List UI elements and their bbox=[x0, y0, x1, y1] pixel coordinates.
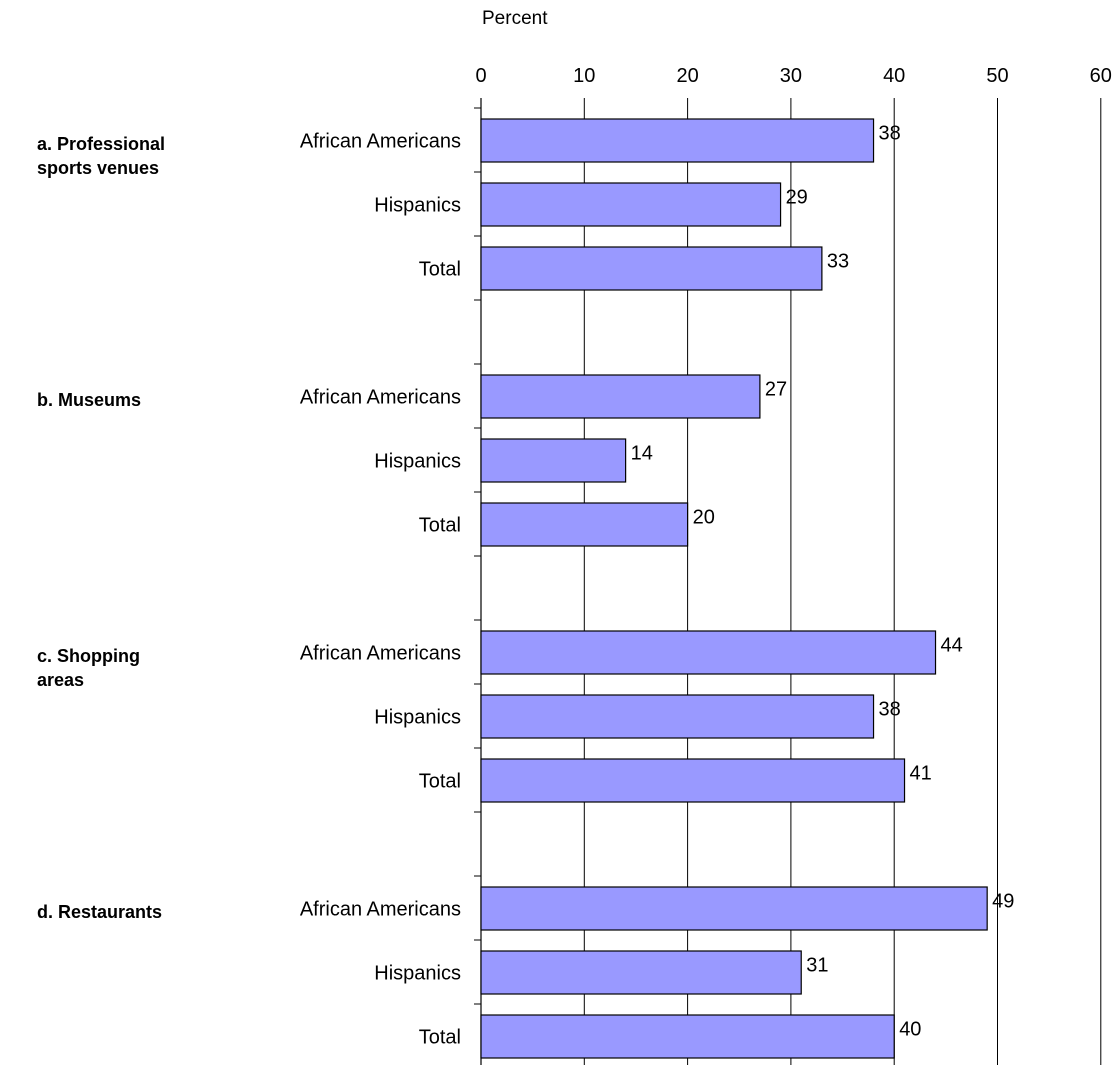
category-label: Hispanics bbox=[374, 195, 461, 217]
bar bbox=[480, 758, 906, 803]
category-label: African Americans bbox=[300, 643, 461, 665]
bar bbox=[480, 502, 689, 547]
bar bbox=[480, 886, 988, 931]
category-label: Hispanics bbox=[374, 963, 461, 985]
labels: a. Professional sports venues African Amer… bbox=[37, 123, 1014, 1049]
category-label: Total bbox=[419, 515, 461, 537]
x-axis-ticks: 0 10 20 30 40 50 60 bbox=[475, 65, 1111, 87]
group-label: b. Museums bbox=[37, 390, 141, 410]
category-label: Hispanics bbox=[374, 707, 461, 729]
x-tick-label: 20 bbox=[676, 65, 698, 87]
bar bbox=[480, 118, 875, 163]
bars bbox=[480, 118, 988, 1059]
bar bbox=[480, 630, 937, 675]
category-label: African Americans bbox=[300, 131, 461, 153]
category-label: African Americans bbox=[300, 899, 461, 921]
bar bbox=[480, 246, 823, 291]
data-label: 38 bbox=[879, 699, 901, 721]
category-label: Hispanics bbox=[374, 451, 461, 473]
data-label: 27 bbox=[765, 379, 787, 401]
data-label: 40 bbox=[899, 1019, 921, 1041]
group-label: d. Restaurants bbox=[37, 902, 162, 922]
category-label: Total bbox=[419, 771, 461, 793]
x-axis-title: Percent bbox=[482, 8, 548, 29]
x-tick-label: 50 bbox=[986, 65, 1008, 87]
bar bbox=[480, 950, 802, 995]
bar bbox=[480, 694, 875, 739]
x-tick-label: 40 bbox=[883, 65, 905, 87]
data-label: 41 bbox=[910, 763, 932, 785]
x-tick-label: 10 bbox=[573, 65, 595, 87]
data-label: 38 bbox=[879, 123, 901, 145]
x-tick-label: 60 bbox=[1090, 65, 1112, 87]
x-tick-label: 0 bbox=[475, 65, 486, 87]
x-tick-label: 30 bbox=[780, 65, 802, 87]
bar bbox=[480, 182, 782, 227]
data-label: 20 bbox=[693, 507, 715, 529]
data-label: 33 bbox=[827, 251, 849, 273]
bar bbox=[480, 438, 627, 483]
category-label: Total bbox=[419, 1027, 461, 1049]
category-label: Total bbox=[419, 259, 461, 281]
data-label: 49 bbox=[992, 891, 1014, 913]
data-label: 29 bbox=[786, 187, 808, 209]
data-label: 31 bbox=[806, 955, 828, 977]
bar bbox=[480, 374, 761, 419]
data-label: 44 bbox=[941, 635, 963, 657]
category-label: African Americans bbox=[300, 387, 461, 409]
group-label: c. Shopping areas bbox=[37, 646, 140, 690]
data-label: 14 bbox=[631, 443, 653, 465]
group-label: a. Professional sports venues bbox=[37, 134, 165, 178]
bar bbox=[480, 1014, 895, 1059]
